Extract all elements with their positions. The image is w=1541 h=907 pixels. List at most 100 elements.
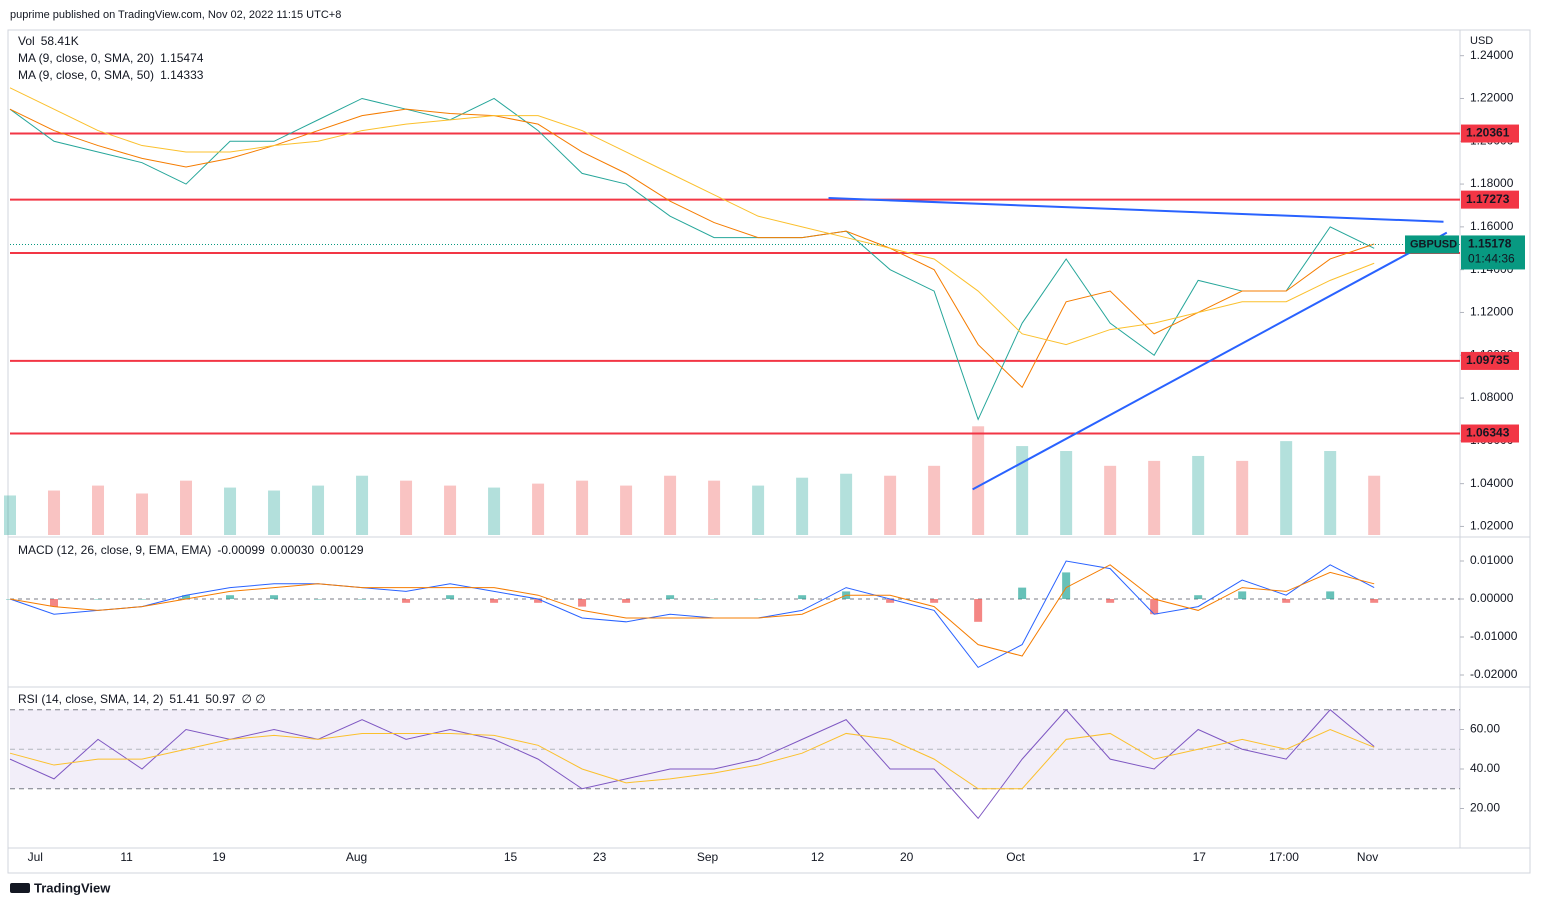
legend-text: 0.00129 <box>320 543 364 557</box>
volume-bar <box>488 487 501 535</box>
countdown-label: 01:44:36 <box>1468 252 1515 266</box>
x-tick-label: Sep <box>697 850 719 864</box>
macd-histogram-bar <box>974 599 983 622</box>
currency-label: USD <box>1470 35 1493 47</box>
legend-text: -0.00099 <box>217 543 265 557</box>
x-tick-label: 17:00 <box>1269 850 1299 864</box>
level-price-label: 1.09735 <box>1466 353 1510 367</box>
y-tick-label: 40.00 <box>1470 761 1500 775</box>
y-tick-label: 0.01000 <box>1470 553 1514 567</box>
volume-bar <box>1148 460 1161 535</box>
volume-bar <box>620 485 633 535</box>
legend-text: MA (9, close, 0, SMA, 20) <box>18 51 154 65</box>
volume-bar <box>708 480 721 535</box>
x-tick-label: Aug <box>346 850 367 864</box>
macd-histogram-bar <box>1106 599 1115 603</box>
macd-histogram-bar <box>1018 587 1027 600</box>
volume-bar <box>356 475 369 535</box>
level-price-label: 1.17273 <box>1466 192 1510 206</box>
signal-line <box>9 564 1375 657</box>
moving-average <box>9 108 1375 389</box>
macd-histogram-bar <box>930 599 939 603</box>
legend-text: MA (9, close, 0, SMA, 50) <box>18 68 154 82</box>
volume-bar <box>576 480 589 535</box>
legend-text: 51.41 <box>169 692 199 706</box>
footer-brand: TradingView <box>34 880 111 895</box>
symbol-label: GBPUSD <box>1410 238 1457 250</box>
moving-average <box>9 87 1375 346</box>
macd-histogram-bar <box>270 595 279 600</box>
x-tick-label: 11 <box>120 850 133 864</box>
tv-logo <box>10 883 30 893</box>
volume-bar <box>180 480 193 535</box>
macd-histogram-bar <box>446 595 455 600</box>
level-price-tag <box>1461 190 1519 209</box>
price-line <box>9 97 1375 421</box>
macd-line <box>9 560 1375 669</box>
x-tick-label: 15 <box>504 850 518 864</box>
volume-bar <box>48 490 61 535</box>
y-tick-label: 1.02000 <box>1470 519 1514 533</box>
macd-histogram-bar <box>754 599 763 600</box>
x-tick-label: 20 <box>900 850 914 864</box>
x-tick-label: 19 <box>212 850 226 864</box>
volume-bar <box>312 485 325 535</box>
trendline <box>972 231 1448 491</box>
volume-bar <box>1060 451 1073 535</box>
x-tick-label: 23 <box>593 850 607 864</box>
macd-histogram-bar <box>50 599 59 607</box>
volume-bar <box>444 485 457 535</box>
legend-text: 1.15474 <box>160 51 204 65</box>
volume-bar <box>928 465 941 535</box>
macd-histogram-bar <box>1326 591 1335 600</box>
x-tick-label: 12 <box>811 850 825 864</box>
macd-histogram-bar <box>1370 599 1379 603</box>
macd-histogram-bar <box>534 599 543 603</box>
volume-bar <box>268 490 281 535</box>
volume-bar <box>796 477 809 535</box>
level-price-label: 1.20361 <box>1466 126 1510 140</box>
volume-bar <box>4 495 16 535</box>
last-price-tag <box>1461 235 1525 270</box>
volume-bar <box>1236 460 1249 535</box>
macd-histogram-bar <box>94 599 103 600</box>
legend-text: ∅ ∅ <box>241 692 265 706</box>
macd-histogram-bar <box>490 599 499 603</box>
volume-bar <box>92 485 105 535</box>
rsi-line <box>9 708 1375 820</box>
macd-histogram-bar <box>138 599 147 600</box>
macd-histogram-bar <box>1150 599 1159 615</box>
macd-histogram-bar <box>710 599 719 600</box>
legend-text: 58.41K <box>41 34 79 48</box>
y-tick-label: 1.04000 <box>1470 476 1514 490</box>
volume-bar <box>884 475 897 535</box>
rsi-ma-line <box>9 728 1375 790</box>
macd-histogram-bar <box>578 599 587 607</box>
macd-histogram-bar <box>1238 591 1247 600</box>
volume-bar <box>840 473 853 535</box>
legend-text: 50.97 <box>205 692 235 706</box>
y-tick-label: 1.16000 <box>1470 219 1514 233</box>
legend-text: MACD (12, 26, close, 9, EMA, EMA) <box>18 543 211 557</box>
y-tick-label: 0.00000 <box>1470 591 1514 605</box>
volume-bar <box>664 475 677 535</box>
legend-text: RSI (14, close, SMA, 14, 2) <box>18 692 163 706</box>
macd-histogram-bar <box>1194 595 1203 600</box>
volume-bar <box>1280 441 1293 535</box>
y-tick-label: 1.18000 <box>1470 176 1514 190</box>
volume-bar <box>1192 455 1205 535</box>
macd-histogram-bar <box>1282 599 1291 603</box>
legend-text: 1.14333 <box>160 68 204 82</box>
volume-bar <box>224 487 237 535</box>
macd-histogram-bar <box>314 599 323 600</box>
level-price-label: 1.06343 <box>1466 426 1510 440</box>
volume-bar <box>532 483 545 535</box>
legend-text: 0.00030 <box>271 543 315 557</box>
last-price-label: 1.15178 <box>1468 237 1512 251</box>
macd-histogram-bar <box>886 599 895 603</box>
y-tick-label: -0.01000 <box>1470 629 1518 643</box>
volume-bar <box>1104 465 1117 535</box>
level-price-tag <box>1461 351 1519 370</box>
